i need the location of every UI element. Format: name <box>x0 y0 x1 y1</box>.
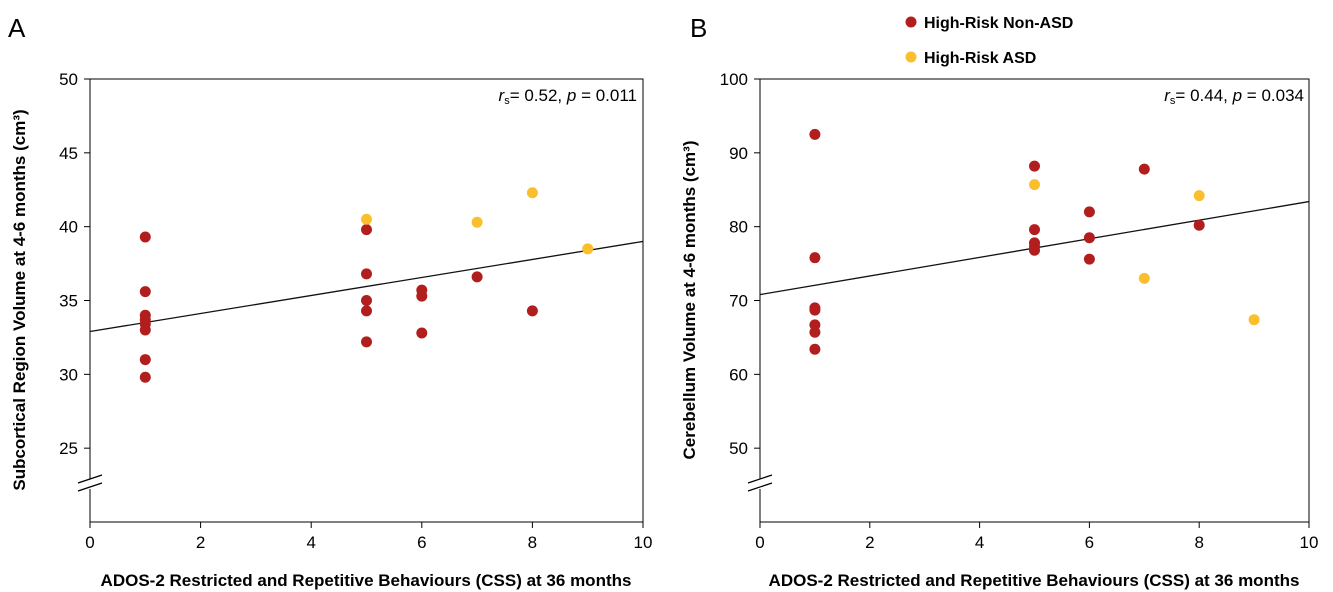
r-value: = 0.52, <box>510 86 567 105</box>
legend-marker-non-asd <box>905 16 917 28</box>
y-tick-label: 50 <box>729 439 748 458</box>
x-tick-label: 10 <box>634 533 653 552</box>
y-tick-label: 70 <box>729 292 748 311</box>
data-point-asd <box>361 213 372 225</box>
data-point-non-asd <box>1083 232 1095 244</box>
plot-frame <box>759 78 1310 523</box>
legend-label-asd: High-Risk ASD <box>924 50 1036 67</box>
x-tick-label: 4 <box>306 533 315 552</box>
x-tick-label: 8 <box>528 533 537 552</box>
legend-label-non-asd: High-Risk Non-ASD <box>924 15 1073 32</box>
x-tick-label: 2 <box>865 533 874 552</box>
x-tick-label: 8 <box>1194 533 1203 552</box>
x-tick-label: 10 <box>1300 533 1319 552</box>
data-point-asd <box>471 216 483 228</box>
chart-panel-b: 0 2 4 6 8 10 50 60 70 80 90 100 rs= 0.44, p = 0.03… <box>680 70 1318 590</box>
data-point-non-asd <box>139 324 151 336</box>
data-point-asd <box>526 187 538 199</box>
r-subscript: s <box>1170 95 1176 107</box>
chart-panel-a: 0 2 4 6 8 10 25 30 35 40 45 50 rs= 0.52, p = 0.011… <box>10 70 652 590</box>
x-axis-title: ADOS-2 Restricted and Repetitive Behavio… <box>101 571 632 590</box>
data-point-non-asd <box>1029 224 1040 236</box>
data-point-non-asd <box>139 286 151 298</box>
stat-annotation: rs= 0.44, p = 0.034 <box>1164 86 1304 107</box>
y-tick-label: 35 <box>59 292 78 311</box>
trend-line <box>89 240 644 333</box>
x-axis-title: ADOS-2 Restricted and Repetitive Behavio… <box>769 571 1300 590</box>
data-point-non-asd <box>1083 206 1095 218</box>
data-point-non-asd <box>139 231 151 243</box>
axis-break-marker <box>747 474 773 492</box>
data-point-non-asd <box>361 268 372 280</box>
x-tick-label: 0 <box>755 533 764 552</box>
y-tick-label: 45 <box>59 144 78 163</box>
data-point-non-asd <box>416 327 428 339</box>
p-value: = 0.034 <box>1242 86 1304 105</box>
y-tick-label: 100 <box>720 70 748 89</box>
data-point-non-asd <box>1029 160 1040 172</box>
x-tick-label: 0 <box>85 533 94 552</box>
data-point-non-asd <box>809 343 821 355</box>
y-tick-label: 90 <box>729 144 748 163</box>
y-tick-label: 50 <box>59 70 78 89</box>
p-value: = 0.011 <box>576 86 637 105</box>
data-point-non-asd <box>361 336 372 348</box>
data-point-non-asd <box>471 271 483 283</box>
data-point-non-asd <box>1083 253 1095 265</box>
data-point-non-asd <box>416 290 428 302</box>
data-point-non-asd <box>139 371 151 383</box>
r-value: = 0.44, <box>1175 86 1232 105</box>
data-point-asd <box>1029 179 1040 191</box>
y-axis-title: Cerebellum Volume at 4-6 months (cm³) <box>680 141 699 460</box>
r-symbol: r <box>1164 86 1171 105</box>
r-symbol: r <box>499 86 506 105</box>
x-tick-label: 6 <box>1085 533 1094 552</box>
data-point-non-asd <box>361 224 372 236</box>
data-point-non-asd <box>1193 219 1205 231</box>
data-point-non-asd <box>809 304 821 316</box>
data-point-non-asd <box>809 252 821 264</box>
data-point-asd <box>1193 190 1205 202</box>
p-symbol: p <box>1232 86 1242 105</box>
x-tick-label: 4 <box>975 533 984 552</box>
y-tick-label: 60 <box>729 365 748 384</box>
data-point-asd <box>1138 272 1150 284</box>
data-point-non-asd <box>1029 244 1040 256</box>
y-axis-title: Subcortical Region Volume at 4-6 months … <box>10 109 29 490</box>
legend-marker-asd <box>905 51 917 63</box>
data-point-non-asd <box>1138 163 1150 175</box>
data-point-asd <box>582 243 594 255</box>
data-point-non-asd <box>361 295 372 306</box>
stat-annotation: rs= 0.52, p = 0.011 <box>499 86 637 107</box>
x-tick-label: 2 <box>196 533 205 552</box>
data-point-asd <box>1248 314 1260 326</box>
data-point-non-asd <box>361 305 372 317</box>
panel-a-letter: A <box>8 13 26 43</box>
legend: High-Risk Non-ASD High-Risk ASD <box>905 15 1073 67</box>
p-symbol: p <box>566 86 576 105</box>
y-tick-label: 80 <box>729 218 748 237</box>
y-tick-label: 25 <box>59 439 78 458</box>
axis-break-marker <box>77 474 103 492</box>
data-point-non-asd <box>809 128 821 140</box>
r-subscript: s <box>504 95 510 107</box>
y-tick-label: 30 <box>59 365 78 384</box>
y-tick-label: 40 <box>59 218 78 237</box>
data-point-non-asd <box>526 305 538 317</box>
x-tick-label: 6 <box>417 533 426 552</box>
data-point-non-asd <box>809 326 821 338</box>
panel-b-letter: B <box>690 13 707 43</box>
data-point-non-asd <box>139 354 151 366</box>
